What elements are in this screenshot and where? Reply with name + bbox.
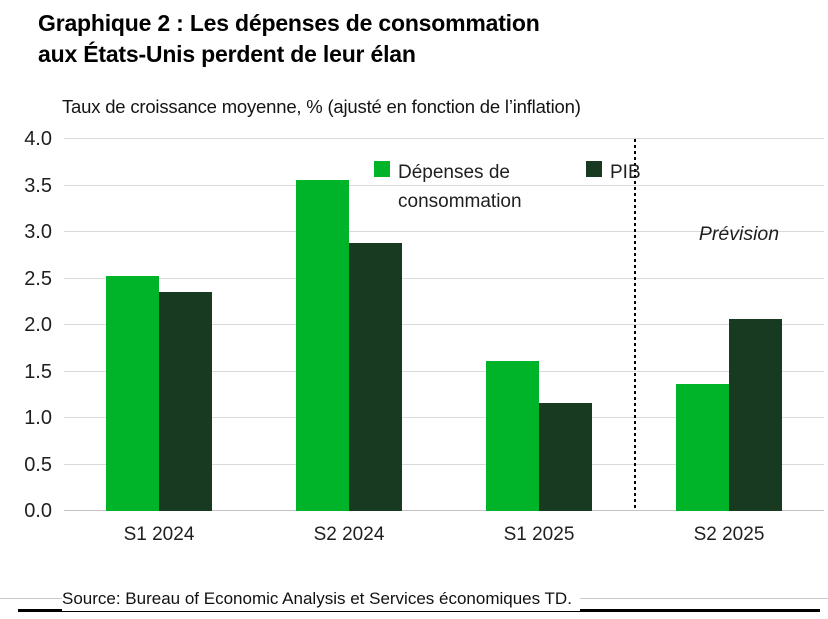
y-tick-label: 4.0: [24, 128, 52, 150]
bar-group-s2-2025: [634, 139, 824, 511]
gridline-1.5: [64, 370, 824, 372]
plot-area: Dépenses de consommation PIB Prévision: [64, 138, 824, 511]
gridline-0.0: [64, 510, 824, 511]
y-axis-tick-labels: 4.0 3.5 3.0 2.5 2.0 1.5 1.0 0.5 0.0: [0, 128, 52, 522]
y-tick-label: 1.0: [24, 407, 52, 429]
bar-pib-s1-2025: [539, 403, 592, 511]
x-tick-label-s1-2025: S1 2025: [503, 524, 575, 545]
legend-swatch-pib-icon: [586, 161, 602, 177]
legend: Dépenses de consommation PIB: [374, 158, 641, 216]
gridline-2.0: [64, 324, 824, 325]
chart-subtitle: Taux de croissance moyenne, % (ajusté en…: [62, 96, 581, 117]
chart-title-line1: Graphique 2 : Les dépenses de consommati…: [38, 10, 540, 36]
x-axis-tick-labels: S1 2024 S2 2024 S1 2025 S2 2025: [64, 524, 824, 546]
legend-item-pib: PIB: [586, 158, 641, 216]
y-tick-label: 3.0: [24, 221, 52, 243]
bar-dépenses-de-consommation-s1-2025: [486, 361, 539, 511]
x-tick-label-s2-2024: S2 2024: [313, 524, 385, 545]
gridline-3.5: [64, 184, 824, 186]
y-tick-label: 0.5: [24, 453, 52, 476]
gridline-3.0: [64, 231, 824, 232]
forecast-separator-line: [634, 139, 636, 511]
legend-item-consumption: Dépenses de consommation: [374, 158, 548, 216]
chart-title-line2: aux États-Unis perdent de leur élan: [38, 41, 416, 67]
y-tick-label: 2.0: [24, 314, 52, 336]
bar-group-s1-2024: [64, 139, 254, 511]
x-tick-label-s1-2024: S1 2024: [123, 524, 195, 545]
y-tick-label: 3.5: [24, 174, 52, 197]
legend-swatch-consumption-icon: [374, 161, 390, 177]
bar-pib-s1-2024: [159, 292, 212, 511]
legend-label-consumption: Dépenses de consommation: [398, 162, 522, 212]
chart-title: Graphique 2 : Les dépenses de consommati…: [38, 8, 540, 70]
gridline-2.5: [64, 277, 824, 279]
bar-dépenses-de-consommation-s2-2025: [676, 383, 729, 511]
bar-dépenses-de-consommation-s1-2024: [106, 275, 159, 511]
legend-label-pib: PIB: [610, 162, 641, 183]
y-tick-label: 0.0: [24, 500, 52, 522]
x-tick-label-s2-2025: S2 2025: [693, 524, 765, 545]
bar-group-s2-2024: [254, 139, 444, 511]
gridline-4.0: [64, 138, 824, 139]
source-note: Source: Bureau of Economic Analysis et S…: [62, 588, 580, 611]
y-tick-label: 1.5: [24, 360, 52, 383]
bar-pib-s2-2025: [729, 318, 782, 511]
y-tick-label: 2.5: [24, 267, 52, 290]
bar-pib-s2-2024: [349, 243, 402, 511]
bar-groups: [64, 139, 824, 511]
bar-dépenses-de-consommation-s2-2024: [296, 179, 349, 511]
bar-group-s1-2025: [444, 139, 634, 511]
gridline-1.0: [64, 417, 824, 418]
forecast-label: Prévision: [698, 223, 780, 245]
gridline-0.5: [64, 463, 824, 465]
